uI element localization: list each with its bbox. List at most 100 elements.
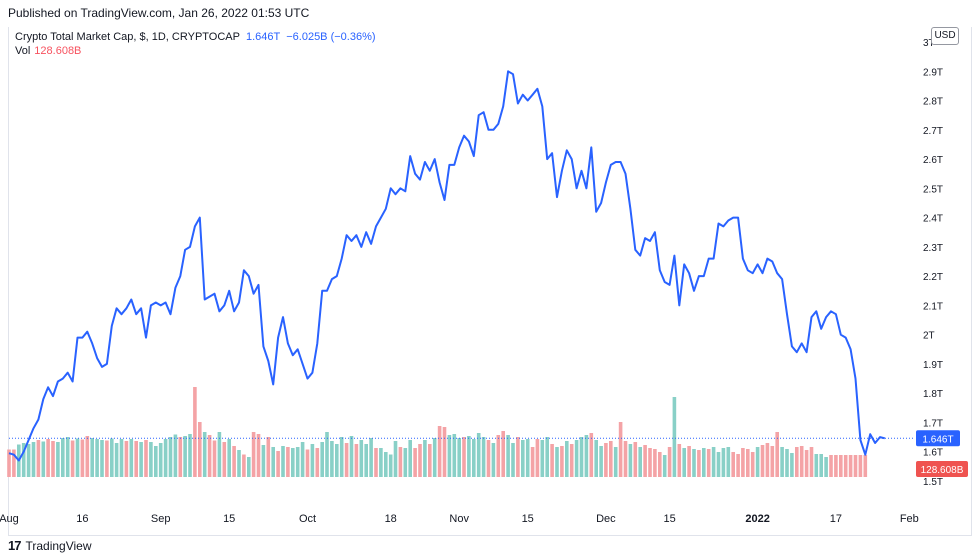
volume-bar	[814, 454, 819, 477]
volume-bar	[114, 443, 119, 477]
volume-bar	[36, 440, 41, 477]
volume-bar	[780, 447, 784, 477]
x-tick-label: Feb	[900, 513, 919, 525]
volume-bar	[65, 437, 70, 477]
y-tick-label: 2.6T	[923, 155, 943, 166]
volume-bar	[110, 438, 114, 477]
volume-bar	[550, 444, 554, 477]
volume-bar	[863, 455, 868, 477]
volume-bar	[188, 434, 192, 477]
volume-bar	[609, 441, 613, 477]
y-tick-label: 2.1T	[923, 301, 943, 312]
volume-bar	[731, 452, 735, 477]
symbol-label[interactable]: Crypto Total Market Cap, $, 1D, CRYPTOCA…	[15, 31, 240, 43]
volume-bar	[584, 435, 589, 477]
volume-bar	[638, 447, 642, 477]
volume-bar	[310, 444, 315, 477]
volume-bar	[359, 440, 364, 477]
volume-bar	[237, 450, 241, 477]
volume-bar	[858, 455, 863, 477]
volume-bar	[149, 442, 153, 477]
price-badges: 1.646T 128.608B	[916, 430, 968, 477]
x-tick-label: Dec	[596, 513, 616, 525]
last-volume-badge	[916, 461, 968, 477]
volume-bar	[579, 437, 584, 477]
y-tick-label: 2T	[923, 331, 935, 342]
volume-bar	[702, 448, 706, 477]
last-price-badge-label: 1.646T	[922, 434, 953, 445]
volume-bar	[158, 443, 163, 477]
volume-bar	[432, 438, 437, 477]
volume-bar	[750, 452, 755, 477]
published-caption: Published on TradingView.com, Jan 26, 20…	[8, 6, 310, 20]
volume-bar	[648, 448, 652, 477]
volume-bar	[423, 440, 427, 477]
volume-bar	[462, 437, 466, 477]
volume-bar	[516, 437, 520, 477]
volume-bar	[144, 440, 148, 477]
volume-bar	[643, 445, 647, 477]
y-tick-label: 2.4T	[923, 214, 943, 225]
volume-bar	[824, 457, 828, 477]
volume-bar	[589, 433, 594, 477]
last-volume-badge-label: 128.608B	[921, 465, 964, 476]
volume-bar	[12, 449, 16, 477]
volume-bar	[305, 449, 310, 477]
volume-bar	[560, 446, 564, 477]
volume-bar	[335, 444, 339, 477]
volume-bar	[222, 442, 227, 477]
x-tick-label: 2022	[745, 513, 769, 525]
volume-bar	[374, 448, 378, 477]
volume-bar	[667, 447, 672, 477]
last-price-badge	[916, 430, 960, 447]
volume-bar	[746, 449, 750, 477]
volume-bar	[202, 432, 207, 477]
volume-bar	[51, 441, 55, 477]
volume-bar	[379, 448, 383, 477]
last-value: 1.646T	[245, 31, 281, 43]
volume-bar	[173, 434, 178, 477]
footer-brand[interactable]: 17 TradingView	[8, 538, 92, 553]
volume-bar	[682, 448, 686, 477]
volume-bar	[70, 440, 75, 477]
x-tick-label: 17	[830, 513, 842, 525]
volume-bar	[594, 440, 598, 477]
volume-bar	[853, 455, 858, 477]
volume-bar	[217, 432, 222, 477]
volume-bar	[521, 440, 525, 477]
volume-bar	[354, 444, 359, 477]
volume-bar	[721, 448, 726, 477]
volume-bar	[843, 455, 848, 477]
volume-bar	[569, 444, 574, 477]
legend-main[interactable]: Crypto Total Market Cap, $, 1D, CRYPTOCA…	[15, 31, 376, 43]
volume-bar	[633, 442, 638, 477]
volume-bars	[7, 387, 868, 477]
volume-bar	[315, 448, 320, 477]
x-tick-label: 15	[663, 513, 675, 525]
x-tick-label: 15	[522, 513, 534, 525]
volume-bar	[344, 443, 349, 477]
x-tick-label: Oct	[299, 513, 316, 525]
volume-bar	[535, 439, 540, 477]
volume-bar	[775, 432, 779, 477]
x-tick-label: 15	[223, 513, 235, 525]
volume-bar	[271, 447, 275, 477]
volume-bar	[408, 440, 412, 477]
volume-bar	[628, 444, 633, 477]
volume-bar	[183, 436, 187, 477]
volume-bar	[501, 431, 505, 477]
volume-bar	[672, 397, 677, 477]
volume-bar	[46, 439, 50, 477]
volume-bar	[193, 387, 197, 477]
legend-volume[interactable]: Vol 128.608B	[15, 45, 81, 57]
volume-bar	[95, 439, 99, 477]
volume-bar	[511, 443, 515, 477]
volume-bar	[472, 439, 476, 477]
currency-button[interactable]: USD	[931, 27, 959, 45]
volume-bar	[726, 447, 731, 477]
volume-bar	[736, 454, 740, 477]
volume-bar	[555, 447, 559, 477]
volume-bar	[486, 440, 491, 477]
y-tick-label: 2.8T	[923, 97, 943, 108]
